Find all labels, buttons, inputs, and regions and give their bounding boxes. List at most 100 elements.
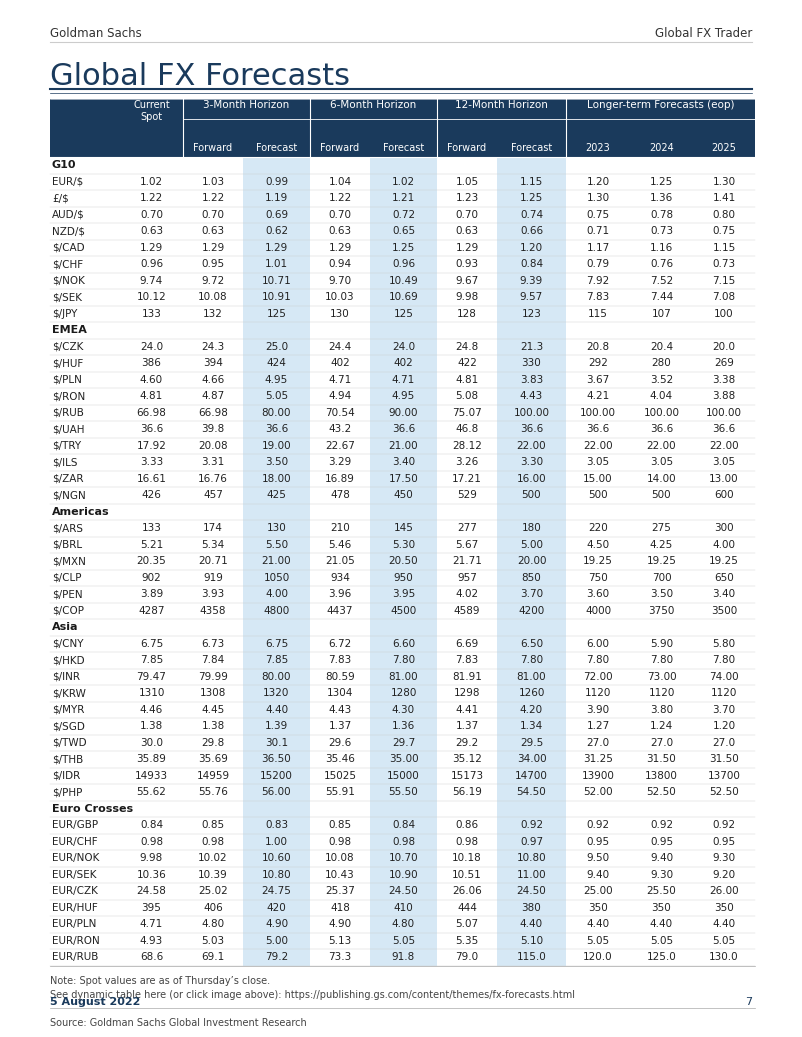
Text: 402: 402: [330, 358, 350, 368]
Text: 1.00: 1.00: [265, 837, 288, 847]
Text: 1310: 1310: [138, 689, 164, 698]
Text: 0.65: 0.65: [392, 226, 415, 236]
Text: 115: 115: [588, 309, 608, 318]
Text: 5.00: 5.00: [520, 539, 543, 550]
Text: 29.6: 29.6: [328, 737, 351, 748]
Text: 5.35: 5.35: [456, 935, 479, 946]
Text: 10.80: 10.80: [261, 870, 291, 879]
Text: 107: 107: [651, 309, 671, 318]
Text: 444: 444: [457, 903, 477, 913]
Text: 402: 402: [394, 358, 413, 368]
Text: 500: 500: [652, 491, 671, 500]
Text: 500: 500: [521, 491, 541, 500]
Text: 9.67: 9.67: [456, 276, 479, 286]
Text: 950: 950: [394, 572, 413, 583]
Text: 6.00: 6.00: [586, 639, 610, 649]
Text: $/BRL: $/BRL: [52, 539, 82, 550]
Text: 4500: 4500: [391, 606, 416, 616]
Text: $/CLP: $/CLP: [52, 572, 82, 583]
Text: 5.13: 5.13: [328, 935, 351, 946]
Text: 14959: 14959: [196, 770, 229, 781]
Text: Forecast: Forecast: [511, 143, 552, 153]
Text: 9.30: 9.30: [650, 870, 673, 879]
Text: AUD/$: AUD/$: [52, 209, 85, 220]
Text: 6.50: 6.50: [520, 639, 543, 649]
Text: 4437: 4437: [326, 606, 353, 616]
Text: 9.57: 9.57: [520, 292, 543, 302]
Text: $/KRW: $/KRW: [52, 689, 86, 698]
Text: 26.00: 26.00: [709, 887, 739, 896]
Text: 0.73: 0.73: [650, 226, 673, 236]
Text: 0.83: 0.83: [265, 820, 288, 831]
Text: 0.78: 0.78: [650, 209, 673, 220]
Text: 330: 330: [521, 358, 541, 368]
Text: 0.63: 0.63: [140, 226, 163, 236]
Text: 20.50: 20.50: [389, 556, 419, 566]
Text: 4.20: 4.20: [520, 705, 543, 714]
Text: 1.27: 1.27: [586, 722, 610, 731]
Text: 4.80: 4.80: [392, 919, 415, 929]
Text: 424: 424: [266, 358, 286, 368]
Text: 3.96: 3.96: [328, 589, 351, 599]
Text: 4.40: 4.40: [265, 705, 288, 714]
Text: 14700: 14700: [515, 770, 548, 781]
Text: 74.00: 74.00: [709, 672, 739, 681]
Text: 4.71: 4.71: [392, 374, 415, 385]
Text: 24.50: 24.50: [516, 887, 546, 896]
Text: 0.95: 0.95: [650, 837, 673, 847]
Text: 11.00: 11.00: [516, 870, 546, 879]
Text: 24.0: 24.0: [140, 342, 163, 352]
Text: 6.73: 6.73: [201, 639, 225, 649]
Text: 17.21: 17.21: [452, 474, 482, 483]
Text: 300: 300: [715, 524, 734, 533]
Text: 130: 130: [266, 524, 286, 533]
Text: 4.04: 4.04: [650, 391, 673, 401]
Text: 17.92: 17.92: [136, 441, 167, 451]
Text: 3.95: 3.95: [392, 589, 415, 599]
Text: 650: 650: [714, 572, 734, 583]
Text: EUR/NOK: EUR/NOK: [52, 853, 99, 863]
Text: 1.16: 1.16: [650, 243, 673, 253]
Text: 0.71: 0.71: [586, 226, 610, 236]
Text: 600: 600: [715, 491, 734, 500]
Text: 4.43: 4.43: [520, 391, 543, 401]
Text: 7.44: 7.44: [650, 292, 673, 302]
Text: 3.60: 3.60: [586, 589, 610, 599]
Text: 4.94: 4.94: [328, 391, 351, 401]
Text: 3.30: 3.30: [520, 457, 543, 468]
Text: 6.69: 6.69: [456, 639, 479, 649]
Text: 3.38: 3.38: [712, 374, 735, 385]
Text: 0.70: 0.70: [456, 209, 479, 220]
Text: 24.50: 24.50: [389, 887, 419, 896]
Text: 0.95: 0.95: [712, 837, 735, 847]
Text: 24.8: 24.8: [456, 342, 479, 352]
Text: 1.21: 1.21: [392, 193, 415, 203]
Text: 4.21: 4.21: [586, 391, 610, 401]
Text: 120.0: 120.0: [583, 952, 613, 962]
Text: 55.76: 55.76: [198, 787, 228, 797]
Text: 1.17: 1.17: [586, 243, 610, 253]
Text: 1.24: 1.24: [650, 722, 673, 731]
Text: 450: 450: [394, 491, 413, 500]
Text: 24.0: 24.0: [392, 342, 415, 352]
Text: 10.69: 10.69: [389, 292, 419, 302]
Text: 25.00: 25.00: [583, 887, 613, 896]
Text: 9.40: 9.40: [650, 853, 673, 863]
Text: 0.84: 0.84: [520, 259, 543, 270]
Text: 90.00: 90.00: [389, 408, 419, 418]
Text: 73.00: 73.00: [646, 672, 676, 681]
Text: 0.80: 0.80: [712, 209, 735, 220]
Text: 9.30: 9.30: [712, 853, 735, 863]
Text: 4.66: 4.66: [201, 374, 225, 385]
Text: 1.34: 1.34: [520, 722, 543, 731]
Text: 0.73: 0.73: [712, 259, 735, 270]
Text: EUR/GBP: EUR/GBP: [52, 820, 98, 831]
Text: 4.80: 4.80: [201, 919, 225, 929]
Text: 20.71: 20.71: [198, 556, 228, 566]
Text: 36.6: 36.6: [650, 424, 673, 435]
Text: 292: 292: [588, 358, 608, 368]
Text: 3.93: 3.93: [201, 589, 225, 599]
Text: 0.95: 0.95: [586, 837, 610, 847]
Text: 5.46: 5.46: [328, 539, 351, 550]
Text: 4.87: 4.87: [201, 391, 225, 401]
